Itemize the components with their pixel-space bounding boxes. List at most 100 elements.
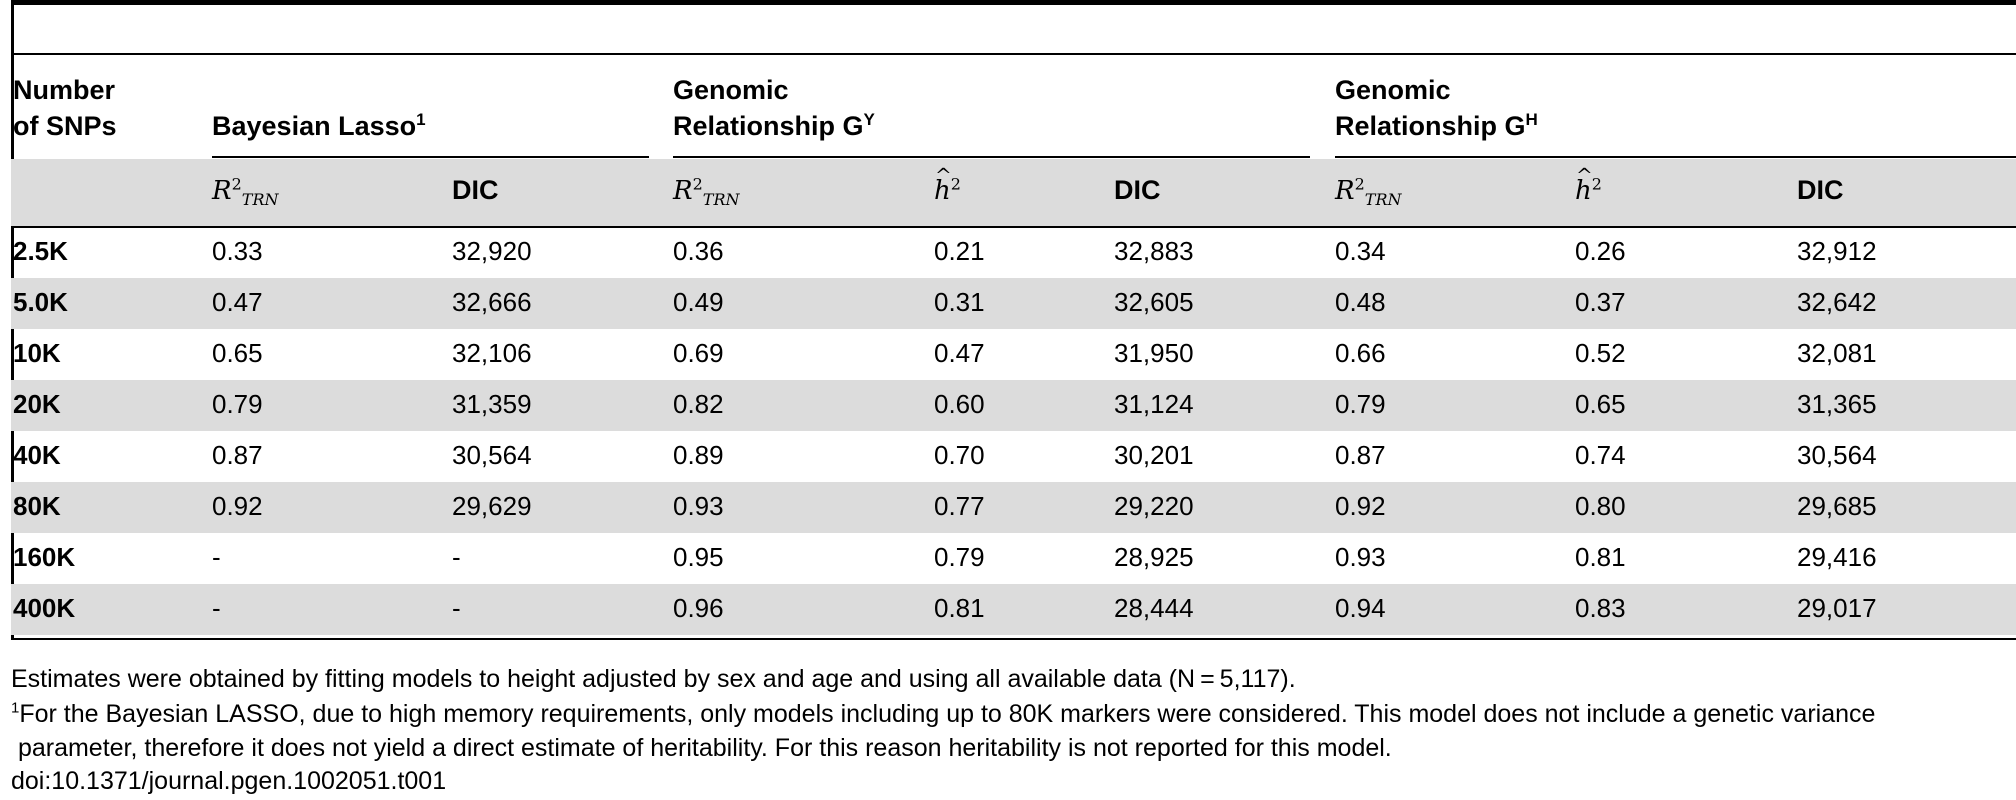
cell-gy-dic: 32,605 (1114, 287, 1194, 317)
table-row: 20K 0.79 31,359 0.82 0.60 31,124 0.79 0.… (11, 380, 2016, 431)
cell-gh-dic: 32,912 (1797, 236, 1877, 266)
cell-gh-h2: 0.65 (1575, 389, 1626, 419)
r2-trn-symbol: R2TRN (212, 174, 279, 210)
header-number-line2: of SNPs (13, 111, 117, 141)
cell-gy-dic: 28,925 (1114, 542, 1194, 572)
cell-gy-h2: 0.70 (934, 440, 985, 470)
cell-snps: 40K (13, 440, 61, 470)
cell-gh-h2: 0.81 (1575, 542, 1626, 572)
subheader-gy-dic: DIC (1114, 175, 1161, 205)
table-row: 80K 0.92 29,629 0.93 0.77 29,220 0.92 0.… (11, 482, 2016, 533)
subheader-gh-h2: h2 (1575, 157, 1602, 209)
header-genomic-gy: Genomic Relationship GY (673, 72, 875, 144)
cell-gh-h2: 0.83 (1575, 593, 1626, 623)
group-underline-gh (1335, 156, 2016, 158)
cell-gy-r2: 0.69 (673, 338, 724, 368)
subheader-gh-r2: R2TRN (1335, 172, 1401, 209)
header-bayesian-lasso-label: Bayesian Lasso (212, 111, 417, 141)
cell-bl-r2: 0.87 (212, 440, 263, 470)
r2-sup: 2 (1354, 174, 1365, 194)
table-note: Estimates were obtained by fitting model… (11, 665, 1296, 693)
table-top-rule (11, 0, 2016, 5)
h2-sup: 2 (950, 174, 961, 194)
cell-snps: 20K (13, 389, 61, 419)
header-top-rule (11, 53, 2016, 55)
r2-sub: TRN (241, 190, 279, 210)
header-genomic-gh-line1: Genomic (1335, 75, 1451, 105)
header-genomic-gh: Genomic Relationship GH (1335, 72, 1538, 144)
cell-gy-r2: 0.82 (673, 389, 724, 419)
subheader-bl-r2: R2TRN (212, 172, 278, 209)
header-number-of-snps: Number of SNPs (13, 72, 117, 144)
cell-gy-dic: 28,444 (1114, 593, 1194, 623)
cell-gh-dic: 29,017 (1797, 593, 1877, 623)
r2-sup: 2 (692, 174, 703, 194)
cell-gy-h2: 0.31 (934, 287, 985, 317)
cell-bl-r2: 0.79 (212, 389, 263, 419)
footnote-1-marker: 1 (11, 699, 20, 717)
cell-bl-r2: 0.92 (212, 491, 263, 521)
cell-gy-dic: 32,883 (1114, 236, 1194, 266)
cell-bl-r2: 0.33 (212, 236, 263, 266)
cell-gh-dic: 32,081 (1797, 338, 1877, 368)
cell-gy-r2: 0.96 (673, 593, 724, 623)
header-genomic-gh-line2: Relationship GH (1335, 108, 1538, 144)
cell-gh-r2: 0.93 (1335, 542, 1386, 572)
doi-link[interactable]: doi:10.1371/journal.pgen.1002051.t001 (11, 767, 447, 795)
table-row: 40K 0.87 30,564 0.89 0.70 30,201 0.87 0.… (11, 431, 2016, 482)
cell-snps: 160K (13, 542, 76, 572)
cell-gh-r2: 0.94 (1335, 593, 1386, 623)
cell-gh-r2: 0.92 (1335, 491, 1386, 521)
cell-gy-dic: 30,201 (1114, 440, 1194, 470)
cell-gy-h2: 0.77 (934, 491, 985, 521)
h2-base: h (934, 157, 952, 209)
cell-gy-h2: 0.47 (934, 338, 985, 368)
r2-base: R (673, 176, 693, 206)
cell-gy-h2: 0.81 (934, 593, 985, 623)
cell-bl-dic: 32,666 (452, 287, 532, 317)
cell-bl-dic: 31,359 (452, 389, 532, 419)
r2-sub: TRN (1364, 190, 1402, 210)
table-bottom-rule (11, 638, 2016, 640)
footnote-1-line2: parameter, therefore it does not yield a… (11, 734, 1392, 762)
cell-bl-r2: 0.47 (212, 287, 263, 317)
cell-gh-r2: 0.87 (1335, 440, 1386, 470)
table-row: 2.5K 0.33 32,920 0.36 0.21 32,883 0.34 0… (11, 227, 2016, 278)
cell-bl-r2: 0.65 (212, 338, 263, 368)
footnote-1-text: For the Bayesian LASSO, due to high memo… (19, 700, 1876, 728)
cell-gy-dic: 31,950 (1114, 338, 1194, 368)
h2-hat-symbol: h2 (1575, 157, 1602, 209)
cell-gh-dic: 29,416 (1797, 542, 1877, 572)
subheader-gh-dic: DIC (1797, 175, 1844, 205)
cell-snps: 5.0K (13, 287, 68, 317)
h2-base: h (1575, 157, 1593, 209)
cell-snps: 10K (13, 338, 61, 368)
subheader-row (11, 159, 2016, 226)
cell-gy-r2: 0.89 (673, 440, 724, 470)
r2-sub: TRN (702, 190, 740, 210)
h2-hat-symbol: h2 (934, 157, 961, 209)
cell-gh-dic: 30,564 (1797, 440, 1877, 470)
cell-bl-dic: 30,564 (452, 440, 532, 470)
table-row: 5.0K 0.47 32,666 0.49 0.31 32,605 0.48 0… (11, 278, 2016, 329)
cell-snps: 80K (13, 491, 61, 521)
subheader-gy-h2: h2 (934, 157, 961, 209)
subheader-bottom-rule (11, 226, 2016, 228)
header-genomic-gh-label: Relationship G (1335, 111, 1526, 141)
header-bayesian-lasso: Bayesian Lasso1 (212, 108, 426, 144)
cell-gy-r2: 0.93 (673, 491, 724, 521)
cell-gy-r2: 0.36 (673, 236, 724, 266)
footnote-marker: 1 (416, 110, 426, 129)
cell-bl-dic: 29,629 (452, 491, 532, 521)
cell-gy-dic: 31,124 (1114, 389, 1194, 419)
cell-gh-r2: 0.79 (1335, 389, 1386, 419)
subheader-gy-r2: R2TRN (673, 172, 739, 209)
cell-bl-r2: - (212, 593, 221, 623)
cell-bl-r2: - (212, 542, 221, 572)
cell-bl-dic: - (452, 542, 461, 572)
cell-gh-h2: 0.80 (1575, 491, 1626, 521)
cell-bl-dic: - (452, 593, 461, 623)
r2-sup: 2 (231, 174, 242, 194)
h2-sup: 2 (1591, 174, 1602, 194)
table-row: 160K - - 0.95 0.79 28,925 0.93 0.81 29,4… (11, 533, 2016, 584)
